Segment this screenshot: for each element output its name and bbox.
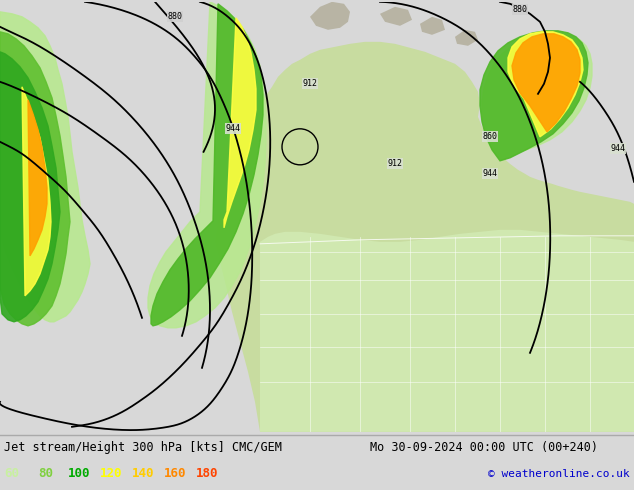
Polygon shape — [310, 2, 350, 30]
Polygon shape — [508, 32, 583, 137]
Polygon shape — [455, 30, 478, 46]
Text: 120: 120 — [100, 467, 122, 480]
Polygon shape — [420, 17, 445, 35]
Text: 880: 880 — [167, 12, 183, 22]
Polygon shape — [0, 52, 60, 322]
Polygon shape — [22, 87, 51, 296]
Text: © weatheronline.co.uk: © weatheronline.co.uk — [488, 469, 630, 479]
Polygon shape — [380, 7, 412, 26]
Text: 944: 944 — [611, 145, 626, 153]
Text: 912: 912 — [302, 79, 318, 88]
Text: Mo 30-09-2024 00:00 UTC (00+240): Mo 30-09-2024 00:00 UTC (00+240) — [370, 441, 598, 454]
Polygon shape — [151, 4, 263, 326]
Text: 912: 912 — [387, 159, 403, 169]
Text: 140: 140 — [132, 467, 155, 480]
Text: 180: 180 — [196, 467, 219, 480]
Polygon shape — [224, 18, 256, 228]
Polygon shape — [0, 2, 30, 152]
Polygon shape — [260, 230, 634, 432]
Text: 944: 944 — [482, 170, 498, 178]
Polygon shape — [148, 2, 266, 328]
Polygon shape — [482, 34, 592, 160]
Text: 944: 944 — [226, 124, 240, 133]
Polygon shape — [215, 42, 634, 432]
Text: 80: 80 — [38, 467, 53, 480]
Text: 100: 100 — [68, 467, 91, 480]
Polygon shape — [0, 12, 90, 322]
Text: 860: 860 — [482, 132, 498, 141]
Text: 60: 60 — [4, 467, 19, 480]
Polygon shape — [512, 34, 580, 132]
Polygon shape — [0, 32, 70, 326]
Text: 160: 160 — [164, 467, 186, 480]
Polygon shape — [28, 100, 47, 256]
Text: 880: 880 — [512, 5, 527, 14]
Polygon shape — [480, 31, 588, 161]
Text: Jet stream/Height 300 hPa [kts] CMC/GEM: Jet stream/Height 300 hPa [kts] CMC/GEM — [4, 441, 282, 454]
